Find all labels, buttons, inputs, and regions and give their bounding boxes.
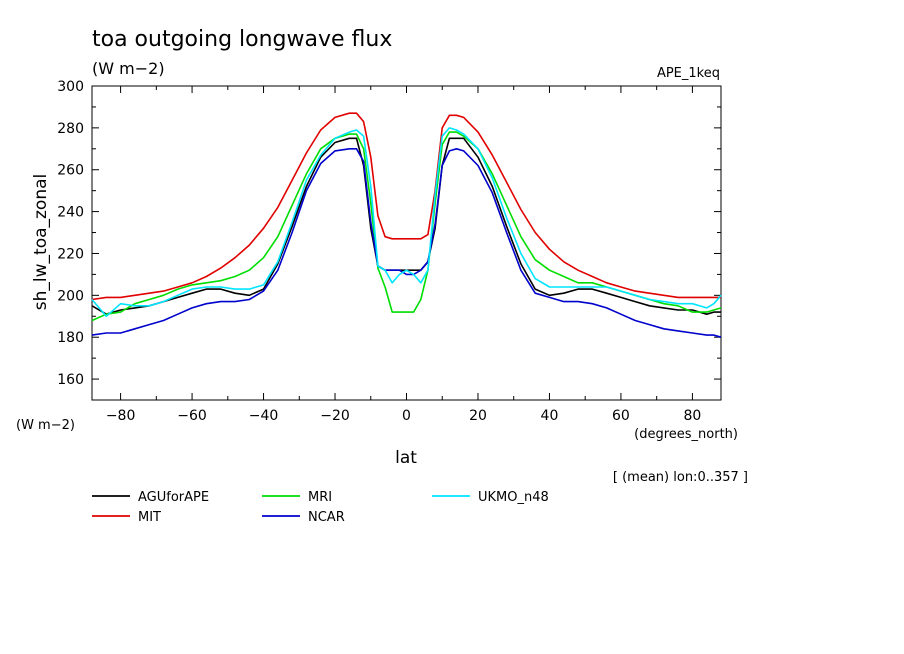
x-tick-label: −60: [177, 408, 207, 424]
chart-title: toa outgoing longwave flux: [92, 27, 392, 52]
x-tick-label: 60: [612, 408, 630, 424]
y-tick-label: 200: [57, 288, 84, 304]
x-tick-label: −80: [106, 408, 136, 424]
legend-label: NCAR: [308, 510, 345, 525]
y-tick-label: 160: [57, 372, 84, 388]
series-line-ncar: [91, 148, 722, 338]
x-axis-label: lat: [395, 448, 417, 468]
series-line-aguforape: [91, 137, 721, 316]
plot-area: 160 180 200 220 240 260 280 300 −80 −60 −40 −20 0 20 4…: [57, 79, 722, 424]
y-tick-label: 180: [57, 330, 84, 346]
legend-label: MIT: [138, 510, 161, 525]
x-tick-label: −20: [320, 408, 350, 424]
legend-label: MRI: [308, 490, 332, 505]
x-tick-label: 80: [683, 408, 701, 424]
y-axis-units: (W m−2): [16, 418, 75, 433]
plot-frame: [91, 85, 722, 401]
legend: AGUforAPE MIT MRI NCAR UKMO_n48: [92, 490, 549, 525]
y-tick-label: 300: [57, 79, 84, 95]
run-label: APE_1keq: [657, 66, 720, 81]
legend-label: UKMO_n48: [478, 490, 549, 505]
y-axis-label: sh_lw_toa_zonal: [31, 174, 51, 310]
y-tick-label: 280: [57, 121, 84, 137]
mean-note: [ (mean) lon:0..357 ]: [613, 470, 748, 485]
x-axis-units: (degrees_north): [634, 427, 738, 442]
x-tick-label: −40: [249, 408, 279, 424]
series-line-mit: [91, 112, 721, 301]
y-tick-label: 260: [57, 163, 84, 179]
chart-units: (W m−2): [92, 59, 165, 78]
x-tick-label: 40: [541, 408, 559, 424]
y-tick-label: 220: [57, 246, 84, 262]
x-tick-label: 0: [402, 408, 411, 424]
x-tick-label: 20: [469, 408, 487, 424]
y-tick-label: 240: [57, 205, 84, 221]
series-line-ukmo_n48: [91, 127, 722, 318]
legend-label: AGUforAPE: [138, 490, 209, 505]
